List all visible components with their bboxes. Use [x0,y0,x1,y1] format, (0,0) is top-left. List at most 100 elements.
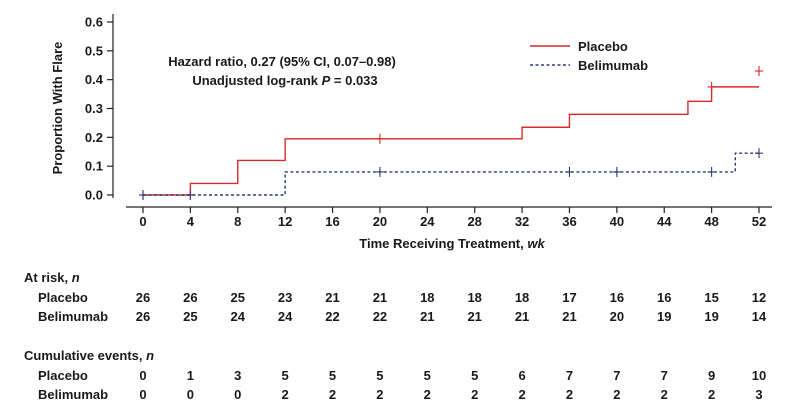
x-tick-label: 28 [467,214,481,229]
x-tick-label: 44 [657,214,672,229]
at-risk-cell: 19 [704,309,719,324]
at-risk-cell: 21 [467,309,482,324]
placebo-legend-label: Placebo [578,39,628,54]
y-tick-label: 0.1 [85,159,103,174]
at-risk-cell: 22 [372,309,388,324]
at-risk-cell: 17 [562,290,577,305]
cumulative-events-row-belimumab: Belimumab 0 0 0 2 2 2 2 2 2 2 2 2 2 3 [0,387,800,405]
cumulative-events-cell: 5 [471,368,479,383]
at-risk-cell: 26 [135,309,151,324]
x-tick-label: 24 [420,214,435,229]
y-axis-label: Proportion With Flare [50,42,65,175]
at-risk-cell: 18 [467,290,482,305]
cumulative-events-cell: 5 [281,368,289,383]
cumulative-events-cell: 2 [613,387,621,402]
kaplan-meier-chart: 0.00.10.20.30.40.50.60 4 8 12 16 20 24 28 32 36 40… [50,14,772,251]
at-risk-cell: 21 [372,290,388,305]
at-risk-cell: 20 [609,309,625,324]
at-risk-cell: 15 [704,290,719,305]
cumulative-events-cell: 0 [186,387,194,402]
at-risk-row-belimumab: Belimumab 26 25 24 24 22 22 21 21 21 21 20 19 19 14 [0,309,800,327]
cumulative-events-cell: 2 [707,387,716,402]
at-risk-cell: 22 [325,309,340,324]
at-risk-cell: 14 [751,309,767,324]
y-tick-label: 0.3 [85,101,103,116]
cumulative-events-cell: 7 [613,368,621,383]
cumulative-events-row-label: Belimumab [38,387,109,402]
y-tick-label: 0.4 [85,72,104,87]
at-risk-cell: 19 [656,309,672,324]
x-tick-label: 16 [325,214,339,229]
cumulative-events-cell: 2 [328,387,337,402]
x-tick-label: 4 [187,214,195,229]
at-risk-cell: 21 [325,290,340,305]
x-tick-label: 32 [515,214,529,229]
cumulative-events-cell: 9 [707,368,716,383]
at-risk-cell: 24 [230,309,245,324]
cumulative-events-cell: 2 [565,387,574,402]
cumulative-events-cell: 2 [518,387,526,402]
at-risk-cell: 18 [420,290,435,305]
at-risk-cell: 21 [420,309,435,324]
at-risk-cell: 16 [656,290,672,305]
log-rank-text: Unadjusted log-rank P = 0.033 [192,73,377,88]
at-risk-cell: 24 [277,309,293,324]
placebo-step-line [143,86,759,196]
annotation: Hazard ratio, 0.27 (95% CI, 0.07–0.98) Un… [168,54,396,88]
x-tick-label: 12 [278,214,292,229]
cumulative-events-cell: 5 [328,368,337,383]
x-tick-label: 20 [373,214,387,229]
y-tick-label: 0.2 [85,130,103,145]
x-tick-label: 48 [704,214,718,229]
x-tick-label: 0 [139,214,146,229]
hazard-ratio-text: Hazard ratio, 0.27 (95% CI, 0.07–0.98) [168,54,396,69]
belimumab-legend-label: Belimumab [578,58,648,73]
cumulative-events-cell: 0 [139,368,147,383]
cumulative-events-cell: 1 [186,368,194,383]
at-risk-cell: 21 [514,309,530,324]
at-risk-cell: 25 [230,290,245,305]
at-risk-cell: 12 [751,290,767,305]
at-risk-cell: 21 [562,309,577,324]
x-tick-label: 40 [610,214,624,229]
at-risk-cell: 18 [514,290,530,305]
at-risk-cell: 23 [277,290,293,305]
cumulative-events-cell: 6 [518,368,526,383]
cumulative-events-cell: 2 [281,387,289,402]
at-risk-title: At risk, n [24,270,80,285]
belimumab-step-line [143,152,759,196]
cumulative-events-cell: 3 [234,368,242,383]
cumulative-events-cell: 2 [376,387,384,402]
cumulative-events-cell: 5 [423,368,431,383]
cumulative-events-cell: 10 [751,368,767,383]
at-risk-cell: 26 [135,290,151,305]
at-risk-cell: 25 [183,309,198,324]
cumulative-events-cell: 3 [755,387,763,402]
plot-area [139,66,763,200]
y-tick-label: 0.5 [85,43,103,58]
cumulative-events-row-label: Placebo [38,368,88,383]
cumulative-events-row-placebo: Placebo 0 1 3 5 5 5 5 5 6 7 7 7 9 10 [0,368,800,386]
cumulative-events-cell: 2 [423,387,431,402]
legend: Placebo Belimumab [530,39,648,73]
x-axis-label: Time Receiving Treatment, wk [359,236,545,251]
at-risk-row-placebo: Placebo 26 26 25 23 21 21 18 18 18 17 16 16 15 12 [0,290,800,308]
x-tick-label: 8 [234,214,241,229]
x-tick-label: 36 [562,214,576,229]
at-risk-cell: 16 [609,290,625,305]
at-risk-cell: 26 [183,290,198,305]
y-tick-label: 0.0 [85,188,103,203]
cumulative-events-title: Cumulative events, n [24,348,155,363]
cumulative-events-cell: 2 [471,387,479,402]
at-risk-row-label: Belimumab [38,309,109,324]
at-risk-row-label: Placebo [38,290,88,305]
cumulative-events-cell: 5 [376,368,384,383]
cumulative-events-cell: 7 [565,368,574,383]
x-tick-label: 52 [752,214,766,229]
cumulative-events-cell: 7 [660,368,668,383]
cumulative-events-cell: 0 [139,387,147,402]
cumulative-events-cell: 0 [234,387,242,402]
cumulative-events-cell: 2 [660,387,668,402]
axes: 0.00.10.20.30.40.50.60 4 8 12 16 20 24 28 32 36 40… [50,14,772,251]
y-tick-label: 0.6 [85,15,103,30]
